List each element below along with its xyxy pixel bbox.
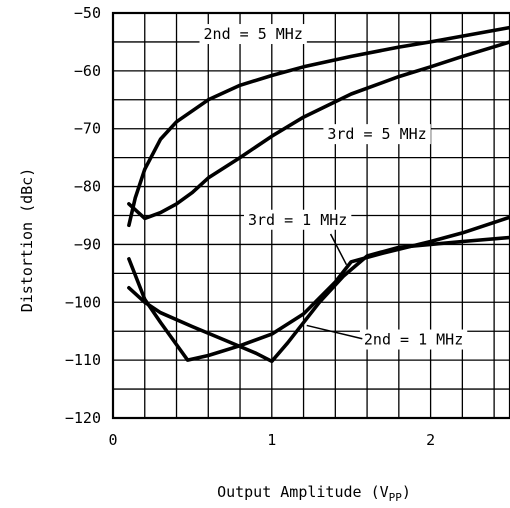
y-axis-title: Distortion (dBc) <box>18 168 36 313</box>
curve-label-text: 3rd = 1 MHz <box>248 211 347 229</box>
curve-label-background <box>243 209 352 230</box>
tick-labels: −50 −60 −70 −80 −90 −100 −110 −120 0 1 2 <box>65 4 435 449</box>
grid <box>113 13 510 418</box>
curve-label-3rd-5-mhz: 3rd = 5 MHz <box>323 124 431 145</box>
curve-label-background <box>323 124 431 145</box>
x-axis-title-main: Output Amplitude (V <box>217 483 389 501</box>
curve-label-text: 2nd = 5 MHz <box>204 25 303 43</box>
curve-label-2nd-5-mhz: 2nd = 5 MHz <box>199 24 307 45</box>
x-axis-title: Output Amplitude (VPP) <box>217 483 411 504</box>
curve-label-text: 3rd = 5 MHz <box>327 125 426 143</box>
series-line-3rd-5-mhz <box>127 40 510 221</box>
curve-label-3rd-1-mhz: 3rd = 1 MHz <box>243 209 352 230</box>
y-tick-label: −90 <box>74 235 101 253</box>
series-line-2nd-1-mhz <box>127 235 510 364</box>
curves <box>127 25 510 364</box>
x-tick-label: 0 <box>108 431 117 449</box>
curve-labels: 2nd = 5 MHz 3rd = 5 MHz 3rd = 1 MHz 2nd = 1… <box>199 24 468 350</box>
curve-label-text: 2nd = 1 MHz <box>364 331 463 349</box>
x-tick-label: 2 <box>426 431 435 449</box>
curve-label-leader-3rd-1mhz <box>329 233 348 266</box>
curve-label-leader-2nd-1mhz <box>306 324 363 340</box>
y-tick-label: −110 <box>65 351 101 369</box>
y-tick-label: −70 <box>74 120 101 138</box>
x-axis-title-subscript: PP <box>389 491 403 504</box>
series-line-2nd-5-mhz <box>127 25 510 228</box>
plot-frame <box>111 11 510 420</box>
curve-label-background <box>199 24 307 45</box>
y-tick-label: −60 <box>74 62 101 80</box>
curve-label-2nd-1-mhz: 2nd = 1 MHz <box>359 329 468 350</box>
y-tick-label: −50 <box>74 4 101 22</box>
x-axis-title-close: ) <box>402 483 411 501</box>
y-tick-label: −120 <box>65 409 101 427</box>
x-tick-label: 1 <box>267 431 276 449</box>
curve-label-background <box>359 329 468 350</box>
y-tick-label: −100 <box>65 293 101 311</box>
y-tick-label: −80 <box>74 178 101 196</box>
